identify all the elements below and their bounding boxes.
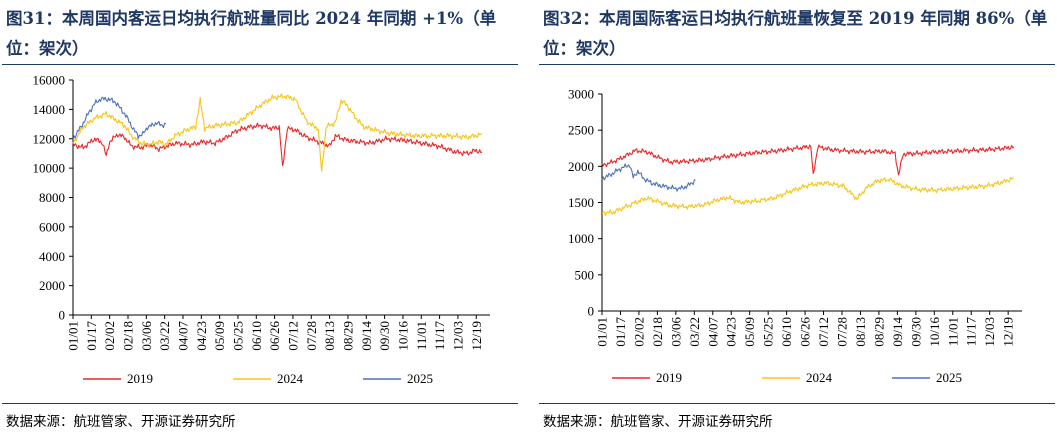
title-rule-left: [2, 64, 518, 65]
y-tick-label: 4000: [39, 249, 65, 264]
source-note-right: 数据来源：航班管家、开源证券研究所: [543, 414, 773, 430]
chart-right: 0 500 1000 1500 2000 2500 3000 01/01 01/17 02/02 0…: [568, 87, 1022, 385]
y-tick-label: 10000: [33, 161, 66, 176]
x-tick-label: 05/09: [742, 317, 757, 347]
x-tick-label: 08/29: [871, 317, 886, 347]
series-line-2019: [72, 122, 483, 167]
y-tick-label: 0: [59, 308, 66, 323]
x-tick-label: 09/14: [890, 317, 905, 347]
x-tick-label: 09/30: [908, 317, 923, 347]
legend-label-2019: 2019: [127, 371, 153, 386]
x-tick-label: 03/22: [687, 317, 702, 347]
y-tick-label: 6000: [39, 219, 65, 234]
x-tick-label: 09/30: [377, 321, 392, 351]
chart-title-right: 图32：本周国际客运日均执行航班量恢复至 2019 年同期 86%（单位：架次）: [543, 9, 1048, 58]
x-tick-label: 07/12: [816, 317, 831, 347]
legend-label-2019: 2019: [656, 370, 682, 385]
x-tick-label: 12/03: [450, 321, 465, 351]
x-tick-label: 11/01: [414, 321, 429, 350]
series-line-2019: [601, 144, 1015, 176]
chart-title-left: 图31：本周国内客运日均执行航班量同比 2024 年同期 +1%（单位：架次）: [6, 9, 497, 58]
series-line-2025: [72, 96, 167, 140]
y-tick-label: 2000: [568, 159, 594, 174]
x-tick-label: 06/10: [779, 317, 794, 347]
x-tick-label: 02/18: [650, 317, 665, 347]
x-tick-label: 04/23: [724, 317, 739, 347]
y-tick-label: 2500: [568, 123, 594, 138]
x-tick-label: 08/13: [853, 317, 868, 347]
x-tick-label: 06/26: [267, 321, 282, 351]
legend-label-2024: 2024: [277, 371, 304, 386]
y-tick-label: 1000: [568, 231, 594, 246]
x-tick-label: 10/16: [395, 321, 410, 351]
x-tick-label: 06/26: [798, 317, 813, 347]
x-tick-label: 05/09: [212, 321, 227, 351]
x-tick-label: 02/18: [120, 321, 135, 351]
y-tick-label: 1500: [568, 195, 594, 210]
x-tick-label: 03/06: [668, 317, 683, 347]
source-rule-left: [2, 403, 518, 404]
x-tick-label: 11/17: [964, 317, 979, 347]
x-tick-label: 07/28: [304, 321, 319, 351]
x-tick-label: 11/01: [945, 317, 960, 346]
chart-panel-right: 图32：本周国际客运日均执行航班量恢复至 2019 年同期 86%（单位：架次）…: [537, 0, 1057, 436]
y-tick-label: 14000: [33, 102, 66, 117]
x-tick-label: 05/25: [230, 321, 245, 351]
x-tick-label: 01/01: [66, 321, 81, 351]
source-note-left: 数据来源：航班管家、开源证券研究所: [6, 414, 236, 430]
y-tick-label: 8000: [39, 190, 65, 205]
x-tick-label: 05/25: [761, 317, 776, 347]
x-tick-label: 01/01: [595, 317, 610, 347]
x-tick-label: 01/17: [84, 321, 99, 351]
x-tick-label: 03/22: [157, 321, 172, 351]
y-tick-label: 500: [575, 267, 595, 282]
title-rule-right: [539, 64, 1055, 65]
y-tick-label: 16000: [33, 73, 66, 88]
x-tick-label: 12/19: [1001, 317, 1016, 347]
chart-panel-left: 图31：本周国内客运日均执行航班量同比 2024 年同期 +1%（单位：架次） …: [0, 0, 520, 436]
series-line-2025: [601, 163, 696, 192]
x-tick-label: 02/02: [631, 317, 646, 347]
y-tick-label: 2000: [39, 278, 65, 293]
x-tick-label: 11/17: [432, 321, 447, 351]
x-tick-label: 06/10: [249, 321, 264, 351]
x-tick-label: 04/07: [705, 317, 720, 347]
legend-label-2025: 2025: [407, 371, 433, 386]
y-tick-label: 0: [588, 304, 595, 319]
legend-label-2024: 2024: [806, 370, 833, 385]
x-tick-label: 08/29: [340, 321, 355, 351]
x-tick-label: 08/13: [322, 321, 337, 351]
x-tick-label: 09/14: [359, 321, 374, 351]
chart-left: 0 2000 4000 6000 8000 10000 12000 14000 16000 01/…: [33, 73, 490, 386]
legend-label-2025: 2025: [936, 370, 962, 385]
x-tick-label: 01/17: [613, 317, 628, 347]
x-tick-label: 07/28: [835, 317, 850, 347]
x-tick-label: 04/07: [175, 321, 190, 351]
x-tick-label: 12/03: [982, 317, 997, 347]
series-line-2024: [72, 93, 483, 172]
x-tick-label: 12/19: [469, 321, 484, 351]
source-rule-right: [539, 403, 1055, 404]
series-line-2024: [601, 176, 1014, 216]
x-tick-label: 02/02: [102, 321, 117, 351]
y-tick-label: 3000: [568, 87, 594, 102]
y-tick-label: 12000: [33, 131, 66, 146]
x-tick-label: 04/23: [194, 321, 209, 351]
x-tick-label: 07/12: [285, 321, 300, 351]
x-tick-label: 03/06: [139, 321, 154, 351]
x-tick-label: 10/16: [927, 317, 942, 347]
